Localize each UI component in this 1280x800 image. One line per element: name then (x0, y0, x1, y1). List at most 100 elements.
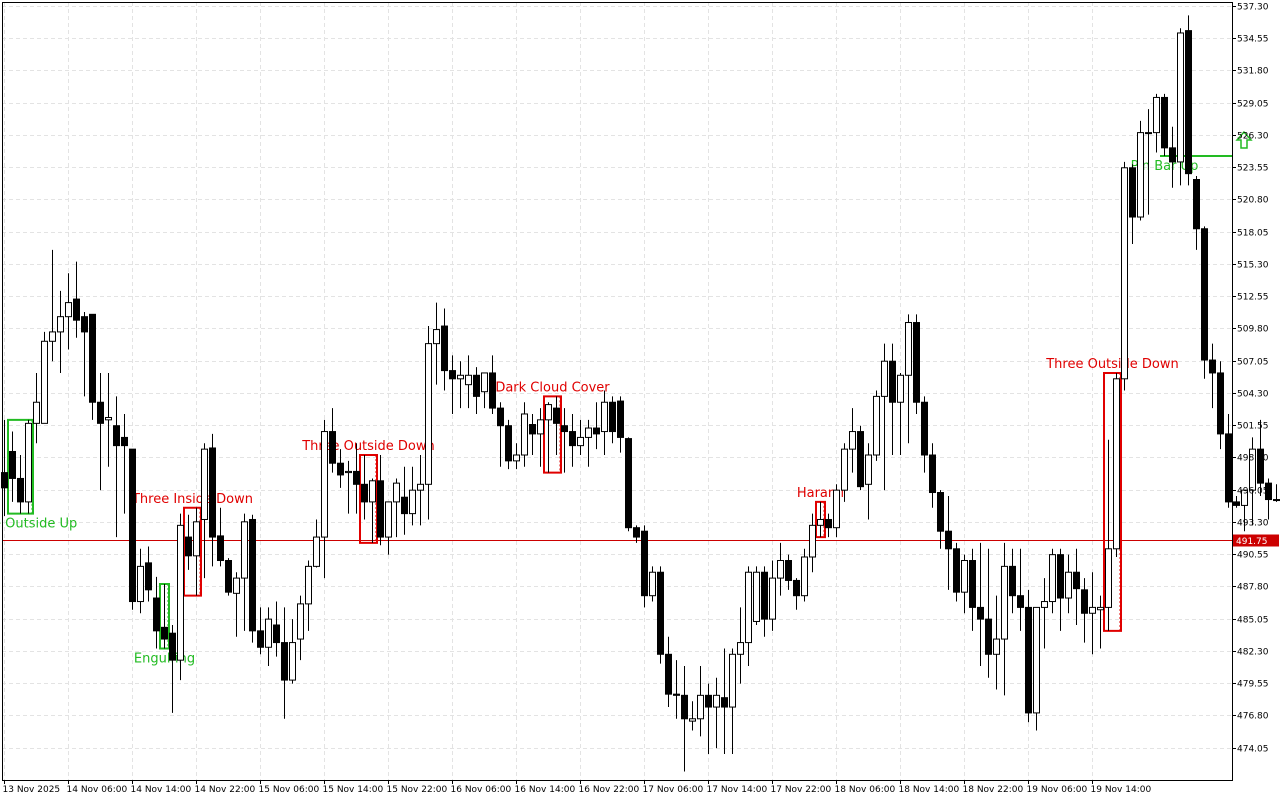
bear-candle (1217, 372, 1224, 435)
bear-candle (889, 360, 896, 403)
y-tick-label: 518.05 (1237, 229, 1269, 239)
bull-candle (833, 489, 840, 529)
y-tick-label: 487.80 (1237, 583, 1269, 593)
x-tick-label: 16 Nov 06:00 (451, 785, 512, 795)
x-tick-label: 14 Nov 22:00 (195, 785, 256, 795)
bear-candle (1225, 433, 1232, 503)
y-tick-label: 474.05 (1237, 745, 1269, 755)
bull-candle (433, 329, 440, 345)
bull-candle (1153, 96, 1160, 134)
bear-candle (273, 624, 280, 644)
bear-candle (825, 518, 832, 529)
bear-candle (73, 298, 80, 321)
bear-candle (977, 606, 984, 620)
y-tick-label: 493.30 (1237, 519, 1269, 529)
bear-candle (81, 316, 88, 333)
bear-candle (1025, 606, 1032, 714)
bull-candle (1137, 132, 1144, 218)
y-tick-label: 512.55 (1237, 293, 1269, 303)
y-tick-label: 534.55 (1237, 35, 1269, 45)
bull-candle (1065, 571, 1072, 599)
candles-layer (1, 15, 1280, 772)
y-tick-label: 476.80 (1237, 712, 1269, 722)
y-tick-label: 482.30 (1237, 648, 1269, 658)
y-tick-label: 501.55 (1237, 422, 1269, 432)
bear-candle (945, 530, 952, 550)
bear-candle (913, 322, 920, 403)
bull-candle (457, 374, 464, 380)
bull-candle (241, 521, 248, 579)
bull-candle (545, 404, 552, 421)
bear-candle (1185, 30, 1192, 175)
bear-candle (505, 425, 512, 462)
bear-candle (625, 438, 632, 529)
x-tick-label: 18 Nov 14:00 (899, 785, 960, 795)
bull-candle (729, 653, 736, 708)
bear-candle (1265, 482, 1272, 501)
bull-candle (841, 448, 848, 491)
x-tick-label: 17 Nov 06:00 (643, 785, 704, 795)
bull-candle (1097, 606, 1104, 611)
x-tick-label: 13 Nov 2025 (3, 785, 61, 795)
bear-candle (337, 462, 344, 476)
bear-candle (1161, 96, 1168, 149)
bear-candle (209, 447, 216, 538)
x-tick-label: 16 Nov 14:00 (515, 785, 576, 795)
bull-candle (1105, 548, 1112, 608)
bull-candle (1033, 606, 1040, 714)
y-tick-label: 523.55 (1237, 164, 1269, 174)
bull-candle (1089, 606, 1096, 614)
plot-frame (2, 2, 1233, 781)
bear-candle (553, 407, 560, 424)
bear-candle (97, 401, 104, 424)
bear-candle (361, 483, 368, 503)
pattern-label: Engulfing (134, 651, 195, 666)
bear-candle (441, 325, 448, 372)
bear-candle (937, 492, 944, 532)
y-tick-label: 515.30 (1237, 261, 1269, 271)
x-tick-label: 15 Nov 22:00 (387, 785, 448, 795)
pattern-label: Pin Bar Up (1131, 159, 1199, 174)
y-tick-label: 496.05 (1237, 487, 1269, 497)
bull-candle (41, 340, 48, 424)
bull-candle (177, 524, 184, 661)
current-price-label: 491.75 (1236, 537, 1268, 547)
bear-candle (1129, 167, 1136, 218)
bull-candle (1145, 132, 1152, 135)
y-tick-label: 485.05 (1237, 616, 1269, 626)
pattern-box (1103, 371, 1122, 632)
bear-candle (1193, 179, 1200, 230)
bear-candle (129, 448, 136, 603)
bull-candle (265, 618, 272, 648)
bear-candle (721, 697, 728, 708)
bear-candle (281, 642, 288, 681)
bull-candle (993, 638, 1000, 655)
bull-candle (193, 521, 200, 557)
bear-candle (257, 630, 264, 648)
bear-candle (921, 401, 928, 456)
bear-candle (489, 372, 496, 409)
bull-candle (601, 401, 608, 433)
bear-candle (169, 632, 176, 661)
bear-candle (673, 693, 680, 696)
bull-candle (1049, 554, 1056, 603)
bear-candle (217, 535, 224, 562)
bear-candle (681, 694, 688, 720)
bull-candle (409, 489, 416, 515)
bull-candle (417, 483, 424, 491)
x-tick-label: 14 Nov 06:00 (67, 785, 128, 795)
bear-candle (401, 496, 408, 515)
y-tick-label: 520.80 (1237, 196, 1269, 206)
bear-candle (89, 313, 96, 403)
y-tick-label: 504.30 (1237, 390, 1269, 400)
bear-candle (449, 370, 456, 380)
bull-candle (745, 571, 752, 644)
bear-candle (1081, 589, 1088, 614)
y-tick-label: 531.80 (1237, 67, 1269, 77)
bull-candle (1121, 167, 1128, 380)
bull-candle (1273, 499, 1280, 502)
bull-candle (393, 482, 400, 503)
pattern-label: Three Outside Down (1045, 357, 1179, 372)
x-tick-label: 19 Nov 14:00 (1091, 785, 1152, 795)
bear-candle (153, 597, 160, 632)
